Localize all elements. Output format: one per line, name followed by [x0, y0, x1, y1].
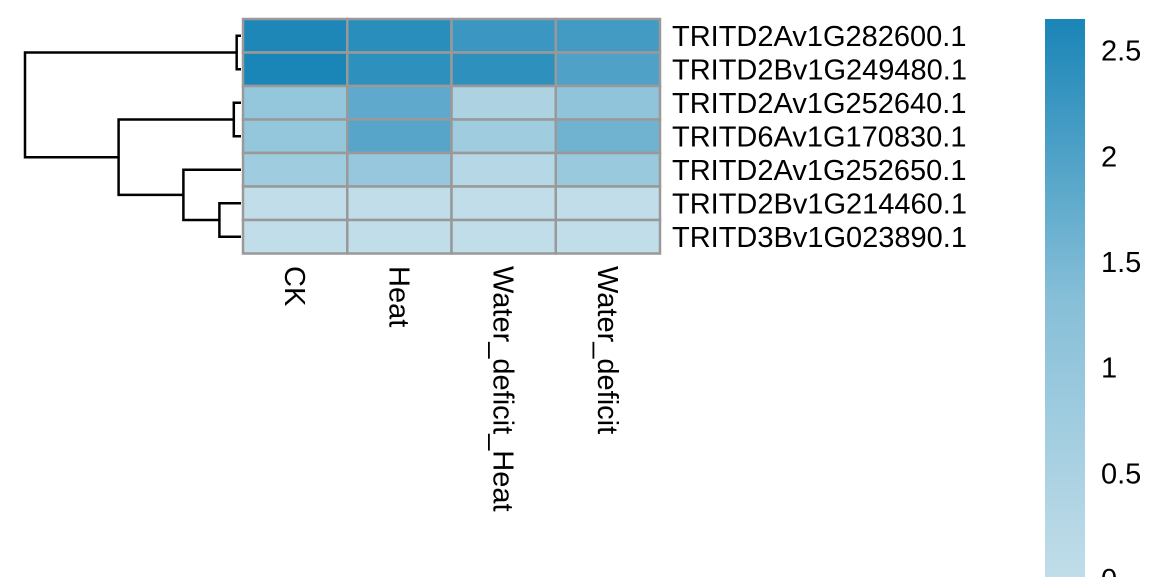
heatmap-cell: [241, 118, 349, 155]
heatmap-cell: [346, 185, 453, 222]
heatmap-cell: [241, 218, 349, 255]
row-label: TRITD3Bv1G023890.1: [672, 222, 967, 254]
heatmap-cell: [346, 151, 453, 188]
row-label: TRITD2Av1G252640.1: [672, 88, 966, 120]
heatmap-cell: [241, 185, 349, 222]
row-labels: TRITD2Av1G282600.1TRITD2Bv1G249480.1TRIT…: [672, 21, 967, 254]
column-label: Heat: [382, 266, 414, 327]
heatmap-cell: [241, 51, 349, 88]
column-label: CK: [278, 266, 310, 307]
heatmap-cell: [450, 84, 557, 121]
heatmap-cell: [346, 17, 453, 54]
heatmap-cell: [450, 151, 557, 188]
heatmap-cells: [241, 17, 662, 255]
dendrogram-branch: [117, 118, 234, 197]
heatmap-cell: [554, 151, 662, 188]
heatmap-cell: [346, 118, 453, 155]
row-dendrogram: [23, 34, 241, 238]
row-label: TRITD2Bv1G214460.1: [672, 188, 967, 220]
heatmap-cell: [554, 118, 662, 155]
row-label: TRITD2Av1G282600.1: [672, 21, 966, 53]
legend-tick-label: 0.5: [1101, 458, 1141, 490]
heatmap-cell: [554, 218, 662, 255]
column-label: Water_deficit_Heat: [487, 266, 519, 512]
row-label: TRITD2Av1G252650.1: [672, 155, 966, 187]
legend-tick-label: 1: [1101, 353, 1117, 385]
heatmap-cell: [450, 118, 557, 155]
dendrogram-branch: [182, 168, 241, 222]
heatmap-cell: [554, 51, 662, 88]
heatmap-cell: [450, 51, 557, 88]
heatmap-cell: [554, 17, 662, 54]
legend-color-bar: [1045, 19, 1085, 577]
heatmap-cell: [346, 51, 453, 88]
heatmap-cell: [346, 84, 453, 121]
heatmap-cell: [450, 185, 557, 222]
legend-ticks: 0 0.5 1 1.5 2 2.5: [1101, 36, 1141, 577]
heatmap-cell: [554, 185, 662, 222]
legend-tick-label: 0: [1101, 564, 1117, 577]
color-legend: 0 0.5 1 1.5 2 2.5: [1045, 19, 1141, 577]
dendrogram-branch: [218, 202, 241, 238]
column-labels: CK Heat Water_deficit_Heat Water_deficit: [278, 266, 623, 512]
column-label: Water_deficit: [591, 266, 623, 434]
row-label: TRITD2Bv1G249480.1: [672, 54, 967, 86]
heatmap-cell: [346, 218, 453, 255]
row-label: TRITD6Av1G170830.1: [672, 121, 966, 153]
heatmap-cell: [450, 17, 557, 54]
heatmap-cell: [241, 84, 349, 121]
legend-tick-label: 2.5: [1101, 36, 1141, 68]
dendrogram-branch: [232, 101, 241, 138]
legend-tick-label: 2: [1101, 141, 1117, 173]
heatmap-cell: [241, 17, 349, 54]
heatmap-cell: [241, 151, 349, 188]
legend-tick-label: 1.5: [1101, 247, 1141, 279]
dendrogram-branch: [23, 51, 237, 159]
heatmap-cell: [554, 84, 662, 121]
heatmap-cell: [450, 218, 557, 255]
dendrogram-branch: [235, 34, 241, 71]
